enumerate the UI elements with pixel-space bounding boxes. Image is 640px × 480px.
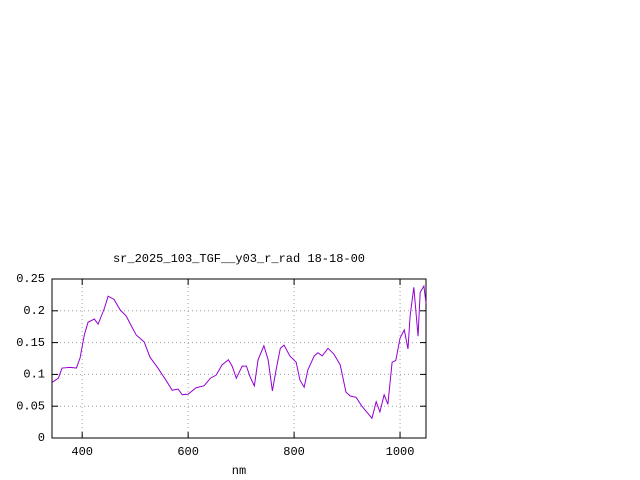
x-tick-label: 600 xyxy=(177,445,199,459)
y-tick-label: 0.1 xyxy=(23,368,45,382)
x-tick-label: 1000 xyxy=(386,445,415,459)
data-line xyxy=(52,284,427,420)
y-tick-label: 0 xyxy=(38,431,45,445)
x-axis-label: nm xyxy=(232,464,246,478)
y-tick-label: 0.15 xyxy=(16,336,45,350)
x-tick-label: 400 xyxy=(71,445,93,459)
x-tick-label: 800 xyxy=(283,445,305,459)
y-tick-label: 0.2 xyxy=(23,304,45,318)
plot-frame xyxy=(51,278,427,439)
y-tick-label: 0.05 xyxy=(16,399,45,413)
chart-title: sr_2025_103_TGF__y03_r_rad 18-18-00 xyxy=(113,252,365,266)
y-tick-label: 0.25 xyxy=(16,272,45,286)
